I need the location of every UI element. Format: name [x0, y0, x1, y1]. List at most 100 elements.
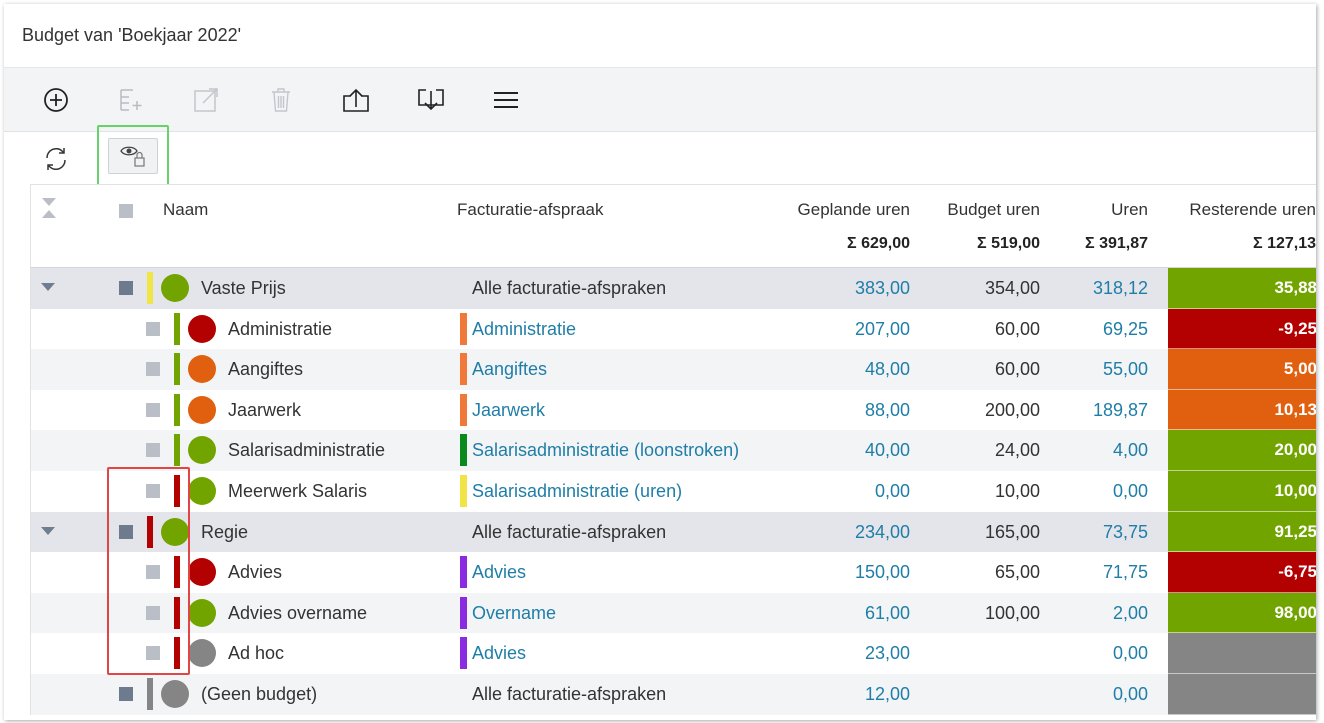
resterende-cell: 35,88 — [1168, 268, 1316, 309]
facturatie-cell[interactable]: Overname — [472, 602, 557, 623]
add-button[interactable] — [24, 78, 88, 122]
row-name: Meerwerk Salaris — [228, 480, 368, 501]
facturatie-cell[interactable]: Aangiftes — [472, 359, 548, 380]
table-row[interactable]: Salarisadministratie Salarisadministratie… — [30, 430, 1316, 471]
status-dot — [161, 679, 189, 708]
facturatie-cell[interactable]: Salarisadministratie (uren) — [472, 480, 683, 501]
row-checkbox[interactable] — [146, 362, 160, 377]
uren-cell[interactable]: 2,00 — [1112, 602, 1148, 623]
table-row[interactable]: Meerwerk Salaris Salarisadministratie (ur… — [30, 470, 1316, 512]
status-bar — [174, 474, 180, 507]
collapse-chevron-icon[interactable] — [41, 526, 55, 535]
geplande-cell[interactable]: 61,00 — [864, 602, 910, 623]
row-name: Jaarwerk — [228, 399, 302, 420]
status-dot — [188, 558, 216, 587]
status-dot — [161, 274, 189, 302]
facturatie-cell[interactable]: Salarisadministratie (loonstroken) — [472, 440, 740, 461]
row-name: Ad hoc — [228, 643, 285, 664]
collapse-chevron-icon[interactable] — [41, 283, 55, 291]
row-checkbox[interactable] — [119, 524, 133, 539]
facturatie-cell: Alle facturatie-afspraken — [472, 278, 667, 298]
refresh-button[interactable] — [38, 142, 74, 176]
facturatie-cell[interactable]: Jaarwerk — [472, 399, 546, 420]
geplande-cell[interactable]: 40,00 — [864, 440, 910, 461]
trash-icon — [272, 87, 290, 112]
status-bar — [174, 353, 180, 386]
facturatie-cell: Alle facturatie-afspraken — [472, 521, 667, 542]
col-budget[interactable]: Budget uren — [947, 200, 1040, 219]
uren-cell[interactable]: 189,87 — [1092, 399, 1148, 420]
status-dot — [161, 517, 189, 546]
menu-button[interactable] — [474, 78, 538, 122]
geplande-cell[interactable]: 48,00 — [864, 359, 910, 380]
uren-cell[interactable]: 69,25 — [1102, 318, 1148, 339]
add-list-button[interactable] — [99, 78, 163, 122]
geplande-cell[interactable]: 150,00 — [854, 562, 910, 583]
col-uren[interactable]: Uren — [1111, 200, 1148, 219]
sum-budget: Σ 519,00 — [977, 235, 1040, 252]
resterende-cell: 98,00 — [1168, 592, 1316, 634]
eye-lock-icon — [120, 146, 145, 167]
row-name: Advies overname — [228, 602, 368, 623]
facturatie-cell[interactable]: Advies — [472, 562, 527, 583]
row-checkbox[interactable] — [119, 686, 133, 701]
facturatie-color-bar — [460, 353, 467, 386]
row-checkbox[interactable] — [146, 321, 160, 336]
upload-icon — [343, 88, 369, 112]
status-bar — [147, 272, 153, 304]
geplande-cell[interactable]: 12,00 — [864, 683, 910, 704]
row-checkbox[interactable] — [146, 565, 160, 580]
row-checkbox[interactable] — [146, 483, 160, 498]
uren-cell[interactable]: 318,12 — [1092, 278, 1148, 298]
budget-cell: 65,00 — [994, 562, 1040, 583]
facturatie-cell[interactable]: Advies — [472, 643, 527, 664]
download-button[interactable] — [399, 78, 463, 122]
geplande-cell[interactable]: 23,00 — [864, 643, 910, 664]
table-row[interactable]: Jaarwerk Jaarwerk 88,00 200,00 189,87 10,13 — [30, 389, 1316, 431]
geplande-cell[interactable]: 0,00 — [874, 480, 910, 501]
facturatie-cell[interactable]: Administratie — [472, 318, 577, 339]
geplande-cell[interactable]: 383,00 — [854, 278, 910, 298]
row-checkbox[interactable] — [146, 402, 160, 417]
col-geplande[interactable]: Geplande uren — [797, 200, 910, 219]
geplande-cell[interactable]: 207,00 — [854, 318, 910, 339]
delete-button[interactable] — [249, 78, 313, 122]
col-resterende[interactable]: Resterende uren — [1189, 200, 1316, 219]
sum-uren: Σ 391,87 — [1085, 235, 1148, 252]
group-row[interactable]: Vaste Prijs Alle facturatie-afspraken 383,… — [30, 268, 1316, 309]
uren-cell[interactable]: 0,00 — [1112, 480, 1148, 501]
col-naam[interactable]: Naam — [163, 200, 209, 219]
row-checkbox[interactable] — [146, 646, 160, 661]
group-row[interactable]: Regie Alle facturatie-afspraken 234,00 165,… — [30, 511, 1316, 553]
group-row[interactable]: (Geen budget) Alle facturatie-afspraken 12… — [30, 673, 1316, 715]
uren-cell[interactable]: 71,75 — [1102, 562, 1148, 583]
facturatie-color-bar — [460, 556, 467, 589]
budget-window: Budget van 'Boekjaar 2022' — [4, 4, 1316, 720]
show-locked-toggle[interactable] — [108, 138, 158, 174]
row-checkbox[interactable] — [146, 605, 160, 620]
open-button[interactable] — [174, 78, 238, 122]
table-row[interactable]: Advies Advies 150,00 65,00 71,75 -6,75 — [30, 552, 1316, 593]
table-row[interactable]: Administratie Administratie 207,00 60,00 69,… — [30, 308, 1316, 350]
row-checkbox[interactable] — [146, 443, 160, 458]
table-row[interactable]: Aangiftes Aangiftes 48,00 60,00 55,00 5,00 — [30, 349, 1316, 390]
uren-cell[interactable]: 55,00 — [1102, 359, 1148, 380]
uren-cell[interactable]: 4,00 — [1112, 440, 1148, 461]
status-dot — [188, 639, 216, 668]
upload-button[interactable] — [324, 78, 388, 122]
budget-cell: 165,00 — [984, 521, 1040, 542]
table-row[interactable]: Ad hoc Advies 23,00 0,00 — [30, 633, 1316, 674]
col-facturatie[interactable]: Facturatie-afspraak — [457, 200, 604, 219]
uren-cell[interactable]: 73,75 — [1102, 521, 1148, 542]
uren-cell[interactable]: 0,00 — [1112, 683, 1148, 704]
table-row[interactable]: Advies overname Overname 61,00 100,00 2,00 98… — [30, 592, 1316, 634]
status-bar — [174, 393, 180, 426]
row-checkbox[interactable] — [119, 281, 133, 295]
uren-cell[interactable]: 0,00 — [1112, 643, 1148, 664]
geplande-cell[interactable]: 88,00 — [864, 399, 910, 420]
expand-collapse-all-icon[interactable] — [41, 197, 57, 219]
resterende-cell: 5,00 — [1168, 349, 1316, 390]
refresh-icon — [46, 147, 66, 171]
geplande-cell[interactable]: 234,00 — [854, 521, 910, 542]
select-all-checkbox[interactable] — [119, 204, 133, 218]
